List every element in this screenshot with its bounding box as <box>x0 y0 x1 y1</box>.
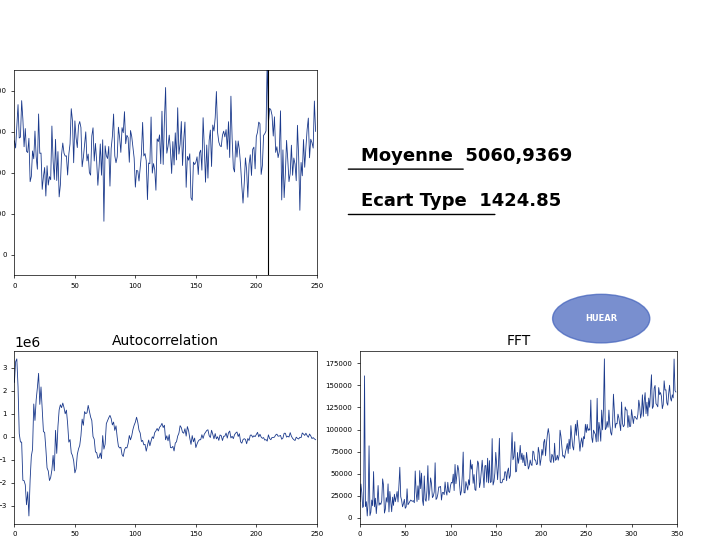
Circle shape <box>553 294 650 343</box>
Title: FFT: FFT <box>506 334 531 348</box>
Text: Moyenne  5060,9369: Moyenne 5060,9369 <box>361 146 572 165</box>
Text: HUEAR: HUEAR <box>585 314 617 323</box>
Text: ACCELEROMETRES (COURSE): ACCELEROMETRES (COURSE) <box>14 20 284 38</box>
Text: RESULTATS: RESULTATS <box>685 214 703 326</box>
Title: Autocorrelation: Autocorrelation <box>112 334 219 348</box>
Text: Ecart Type  1424.85: Ecart Type 1424.85 <box>361 192 562 210</box>
